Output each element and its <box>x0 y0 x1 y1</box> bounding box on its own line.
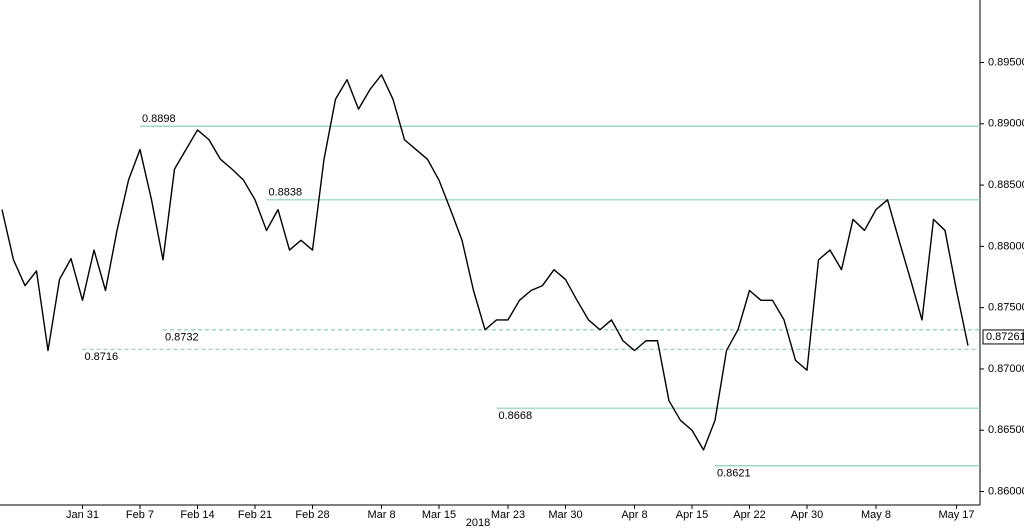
level-label: 0.8732 <box>165 332 199 344</box>
x-axis-label: 2018 <box>466 517 490 528</box>
price-line <box>1 74 969 451</box>
x-tick-label: Feb 21 <box>238 509 272 521</box>
x-tick-label: Mar 23 <box>491 509 525 521</box>
x-tick-label: Jan 31 <box>66 509 99 521</box>
x-tick-label: Feb 14 <box>180 509 214 521</box>
last-price-box <box>982 329 1024 345</box>
x-tick-label: Feb 7 <box>126 509 154 521</box>
y-tick-label: 0.89000 <box>988 118 1024 130</box>
x-tick-label: Apr 15 <box>676 509 708 521</box>
x-tick-label: May 17 <box>938 509 974 521</box>
x-tick-label: Feb 28 <box>295 509 329 521</box>
x-tick-label: Apr 8 <box>621 509 647 521</box>
level-label: 0.8668 <box>499 410 533 422</box>
y-tick-label: 0.87500 <box>988 302 1024 314</box>
x-tick-label: Apr 30 <box>791 509 823 521</box>
level-label: 0.8716 <box>85 351 119 363</box>
y-tick-label: 0.87000 <box>988 363 1024 375</box>
x-tick-label: Mar 30 <box>548 509 582 521</box>
y-tick-label: 0.89500 <box>988 56 1024 68</box>
y-tick-label: 0.88500 <box>988 179 1024 191</box>
level-label: 0.8621 <box>717 468 751 480</box>
x-tick-label: May 8 <box>861 509 891 521</box>
level-label: 0.8838 <box>269 187 303 199</box>
x-tick-label: Mar 8 <box>367 509 395 521</box>
level-label: 0.8898 <box>142 113 176 125</box>
y-tick-label: 0.86000 <box>988 485 1024 497</box>
last-price-label: 0.87261 <box>986 331 1024 343</box>
x-tick-label: Mar 15 <box>422 509 456 521</box>
y-tick-label: 0.88000 <box>988 240 1024 252</box>
x-tick-label: Apr 22 <box>733 509 765 521</box>
y-tick-label: 0.86500 <box>988 424 1024 436</box>
